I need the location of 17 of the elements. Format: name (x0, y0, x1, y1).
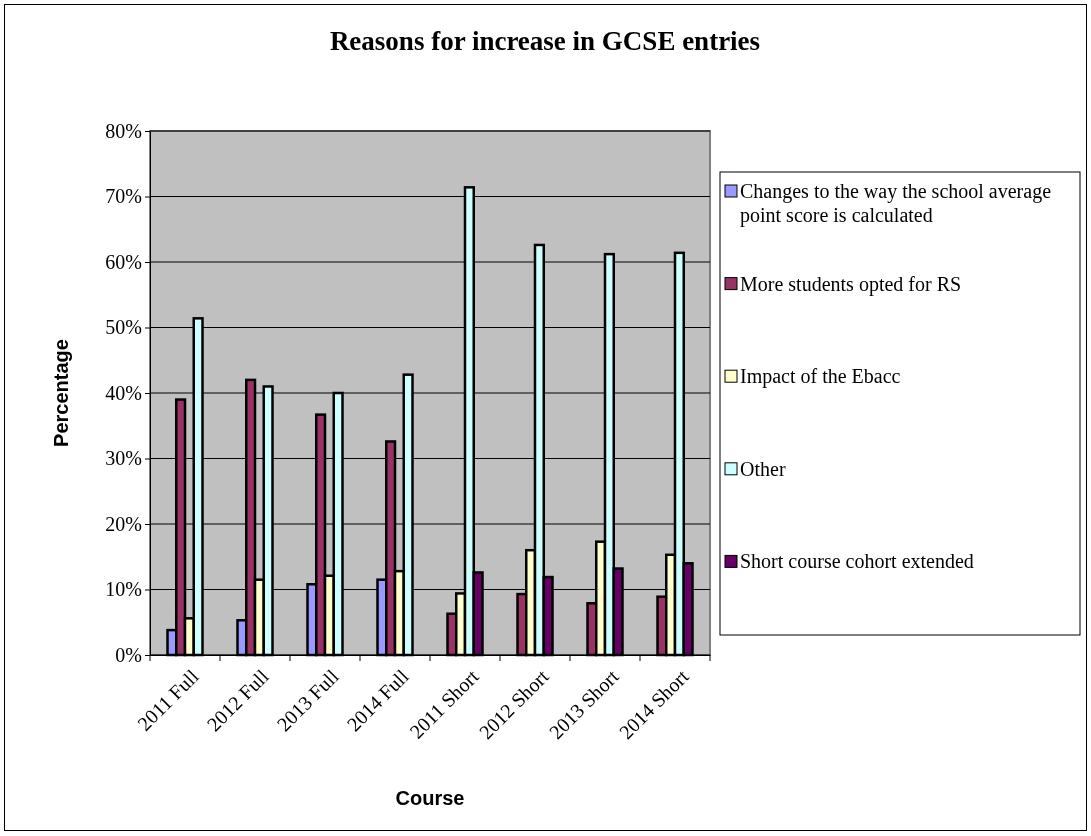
y-tick-label: 20% (105, 512, 142, 535)
y-tick-label: 70% (105, 185, 142, 208)
x-axis-title: Course (395, 787, 465, 809)
y-tick-label: 50% (105, 316, 142, 339)
legend-label: More students opted for RS (740, 272, 962, 296)
y-tick-label: 0% (115, 643, 142, 666)
y-tick-label: 60% (105, 250, 142, 273)
chart-title: Reasons for increase in GCSE entries (329, 26, 761, 56)
legend-label: Other (740, 457, 786, 480)
y-tick-label: 80% (105, 119, 142, 142)
y-tick-label: 10% (105, 578, 142, 601)
legend-label: Short course cohort extended (740, 550, 974, 573)
legend-label: Impact of the Ebacc (740, 365, 901, 389)
y-tick-label: 30% (105, 447, 142, 470)
legend-label: Changes to the way the school average point score is calculated (740, 180, 1052, 227)
y-axis-title: Percentage (50, 339, 72, 447)
y-tick-label: 40% (105, 381, 142, 404)
